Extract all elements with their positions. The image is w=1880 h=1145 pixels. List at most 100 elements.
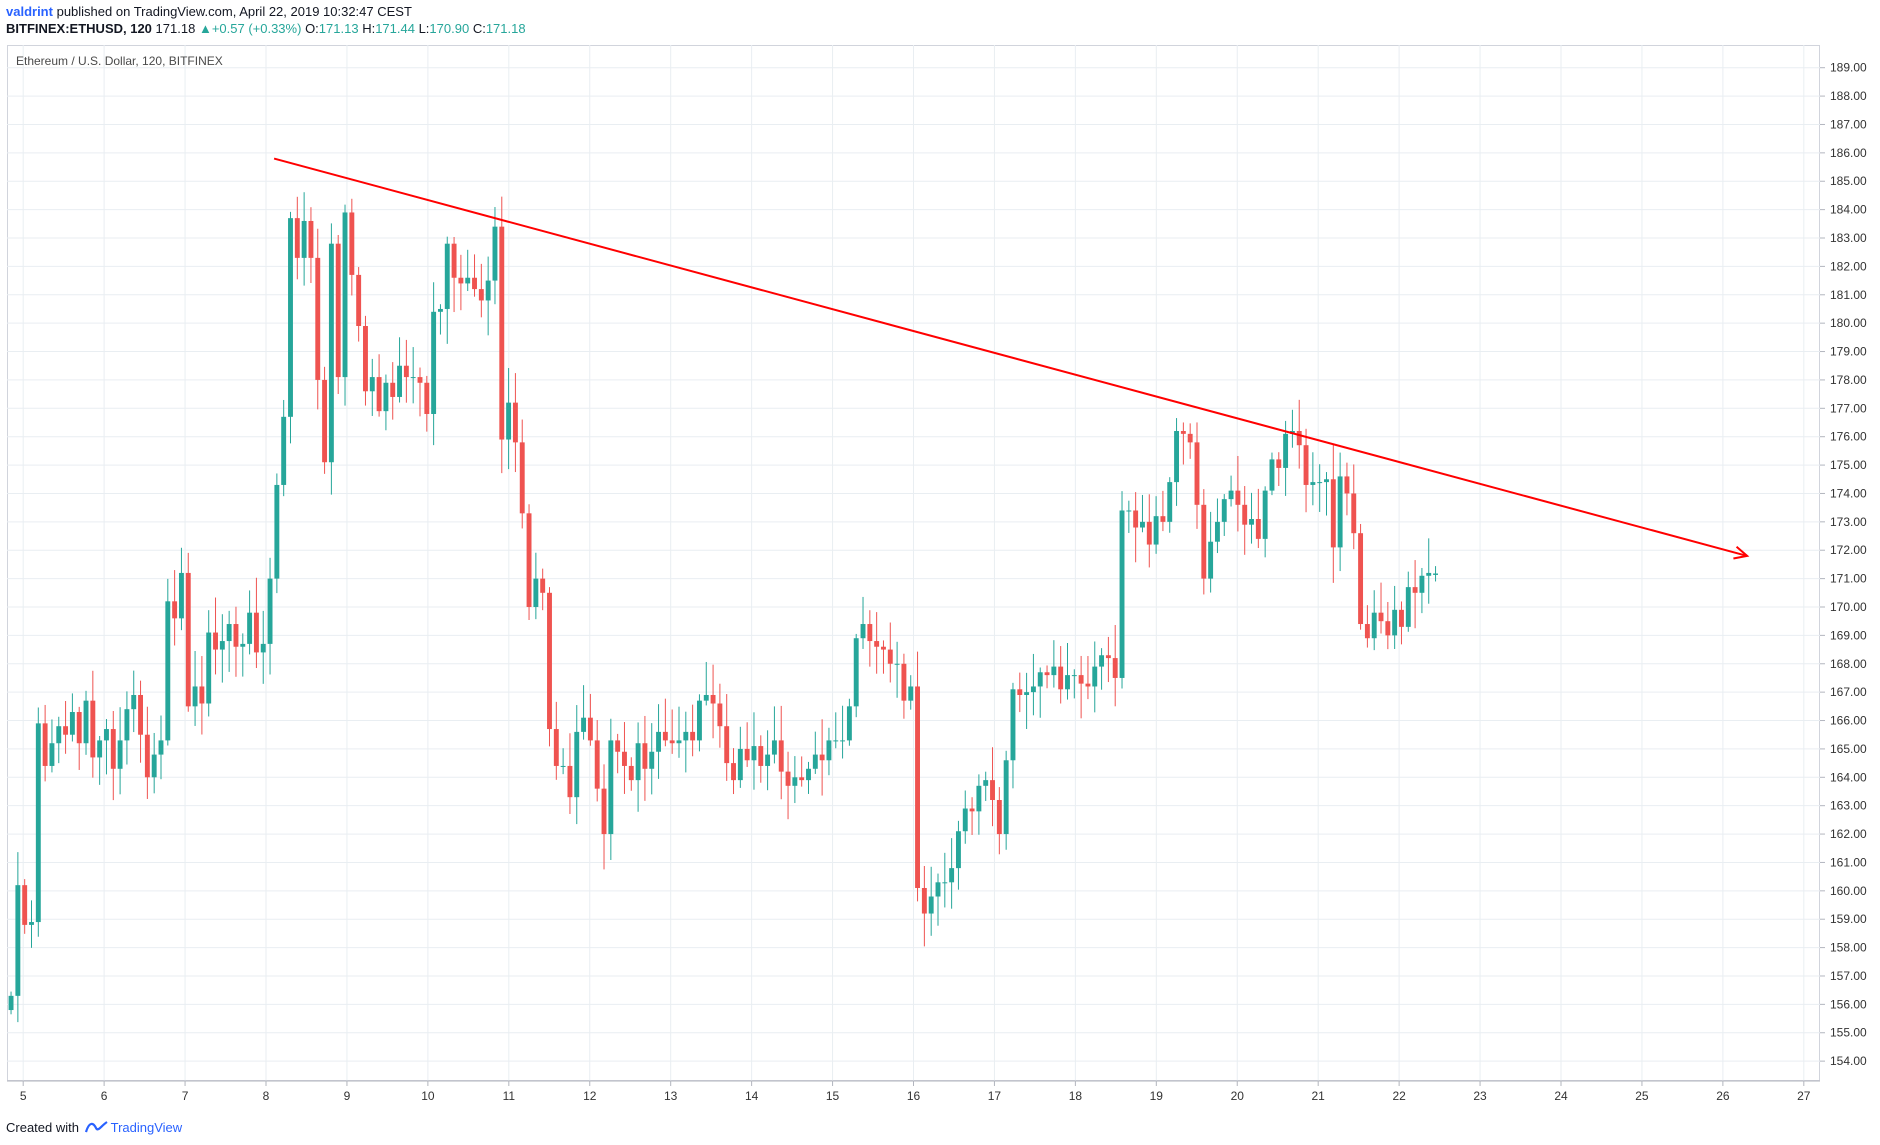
- y-tick-label: 162.00: [1830, 827, 1867, 841]
- candle-body: [294, 218, 300, 258]
- candle-body: [49, 743, 55, 766]
- publish-info: valdrint published on TradingView.com, A…: [6, 4, 412, 20]
- candle-body: [547, 592, 552, 730]
- candle-body: [1092, 666, 1098, 687]
- y-tick-label: 185.00: [1830, 174, 1867, 188]
- candle-body: [567, 765, 573, 798]
- y-tick-label: 167.00: [1830, 685, 1867, 699]
- candle-body: [1351, 493, 1357, 534]
- x-tick-label: 19: [1150, 1089, 1164, 1103]
- x-tick-label: 13: [664, 1089, 678, 1103]
- candle-body: [356, 274, 362, 326]
- candle-body: [185, 572, 191, 707]
- candle-body: [628, 765, 634, 781]
- open-value: 171.13: [318, 21, 359, 36]
- author-link[interactable]: valdrint: [6, 4, 53, 19]
- candle-body: [1024, 692, 1030, 695]
- candle-body: [29, 922, 34, 925]
- candle-body: [144, 734, 150, 778]
- candle-body: [240, 643, 246, 647]
- candle-body: [1208, 541, 1214, 579]
- candle-body: [587, 717, 593, 741]
- candle-body: [247, 612, 253, 644]
- trendline-layer: [273, 157, 1750, 560]
- candle-body: [342, 212, 348, 378]
- x-tick-label: 24: [1554, 1089, 1568, 1103]
- price-change: +0.57 (+0.33%): [211, 21, 302, 36]
- candle-body: [1378, 612, 1384, 622]
- candle-body: [1412, 587, 1418, 593]
- candle-body: [281, 416, 287, 485]
- y-tick-label: 179.00: [1830, 345, 1867, 359]
- y-tick-label: 176.00: [1830, 430, 1867, 444]
- candle-body: [383, 382, 389, 412]
- candle-body: [1201, 504, 1207, 579]
- candle-body: [397, 365, 403, 397]
- candle-body: [1317, 482, 1323, 484]
- price-axis: 154.00 155.00 156.00 157.00 158.00 159.00 160.…: [1820, 61, 1867, 1068]
- open-label: O:: [305, 21, 319, 36]
- y-tick-label: 165.00: [1830, 742, 1867, 756]
- y-tick-label: 175.00: [1830, 458, 1867, 472]
- candle-body: [465, 277, 471, 284]
- candle-body: [840, 740, 846, 742]
- candle-body: [955, 831, 961, 869]
- candle-body: [206, 632, 212, 704]
- candle-body: [165, 601, 171, 741]
- candle-body: [172, 601, 178, 619]
- candle-body: [1105, 655, 1111, 659]
- candle-body: [928, 896, 934, 914]
- candle-body: [1160, 516, 1166, 522]
- candle-body: [1303, 445, 1309, 485]
- candle-body: [1078, 675, 1084, 684]
- candle-body: [560, 765, 566, 767]
- candle-body: [451, 243, 457, 278]
- candle-body: [1017, 689, 1023, 695]
- candle-body: [1051, 666, 1057, 676]
- candle-body: [969, 808, 975, 812]
- candle-body: [76, 712, 82, 744]
- candle-body: [458, 277, 464, 284]
- candle-body: [1330, 479, 1336, 548]
- candle-body: [1194, 442, 1200, 505]
- candle-body: [1153, 516, 1159, 545]
- candle-body: [731, 763, 736, 781]
- candle-body: [935, 882, 941, 897]
- candle-body: [751, 746, 757, 761]
- candle-body: [437, 308, 443, 312]
- y-tick-label: 184.00: [1830, 203, 1867, 217]
- candle-body: [642, 743, 648, 769]
- candle-body: [1228, 490, 1234, 500]
- candle-body: [812, 754, 818, 769]
- candle-body: [540, 578, 546, 593]
- y-tick-label: 173.00: [1830, 515, 1867, 529]
- candle-body: [69, 712, 75, 735]
- candle-body: [1119, 510, 1125, 678]
- y-tick-label: 188.00: [1830, 89, 1867, 103]
- candle-body: [622, 751, 627, 766]
- y-tick-label: 161.00: [1830, 855, 1867, 869]
- candle-body: [485, 280, 491, 301]
- candle-body: [349, 212, 355, 275]
- candle-body: [676, 740, 682, 744]
- tradingview-brand[interactable]: TradingView: [110, 1120, 183, 1135]
- y-tick-label: 171.00: [1830, 572, 1867, 586]
- candle-body: [233, 624, 239, 647]
- candle-body: [533, 578, 539, 607]
- candle-body: [1405, 587, 1411, 627]
- y-tick-label: 159.00: [1830, 912, 1867, 926]
- candle-body: [908, 686, 914, 701]
- candle-body: [1242, 504, 1248, 525]
- candle-body: [1112, 658, 1118, 678]
- candle-body: [1030, 686, 1036, 693]
- candle-body: [369, 377, 375, 392]
- candle-body: [765, 754, 771, 766]
- close-label: C:: [472, 21, 486, 36]
- candle-body: [288, 218, 293, 417]
- candle-body: [983, 780, 989, 786]
- candle-body: [799, 777, 805, 781]
- candle-body: [1364, 624, 1370, 639]
- candle-body: [1358, 533, 1364, 625]
- x-tick-label: 6: [101, 1089, 108, 1103]
